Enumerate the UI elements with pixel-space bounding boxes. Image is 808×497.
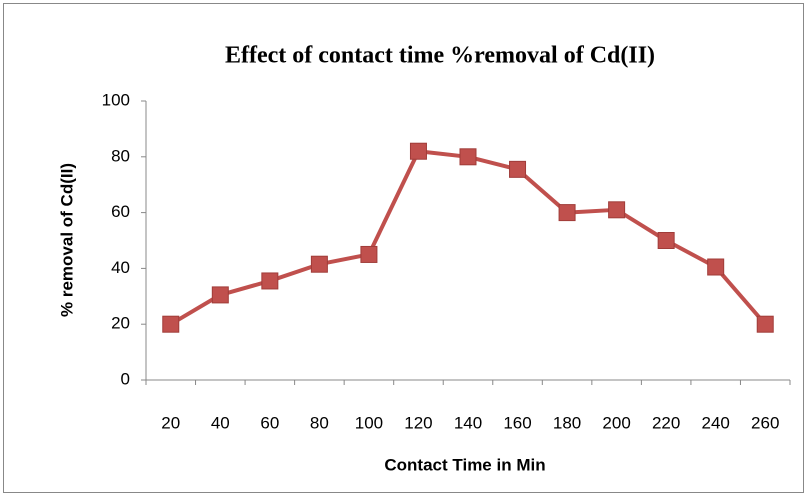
x-tick-label: 20 [161, 413, 180, 432]
marker [162, 315, 180, 333]
marker [509, 160, 527, 178]
x-tick-label: 60 [260, 413, 279, 432]
y-tick-label: 40 [111, 258, 130, 277]
x-tick-label: 120 [404, 413, 432, 432]
x-tick-label: 200 [602, 413, 630, 432]
marker [261, 272, 279, 290]
marker [310, 255, 328, 273]
x-axis-title: Contact Time in Min [384, 455, 545, 474]
x-tick-label: 220 [652, 413, 680, 432]
x-tick-label: 260 [751, 413, 779, 432]
y-tick-label: 80 [111, 146, 130, 165]
marker [756, 315, 774, 333]
x-tick-label: 160 [503, 413, 531, 432]
x-tick-label: 240 [702, 413, 730, 432]
y-tick-label: 20 [111, 314, 130, 333]
x-tick-label: 180 [553, 413, 581, 432]
y-tick-label: 100 [102, 90, 130, 109]
marker [608, 201, 626, 219]
marker [558, 204, 576, 222]
y-tick-label: 60 [111, 202, 130, 221]
y-axis-title: % removal of Cd(II) [57, 163, 76, 317]
marker [211, 286, 229, 304]
x-tick-label: 100 [355, 413, 383, 432]
marker [360, 245, 378, 263]
x-tick-label: 40 [211, 413, 230, 432]
marker [409, 142, 427, 160]
x-tick-label: 80 [310, 413, 329, 432]
marker [459, 148, 477, 166]
marker [657, 232, 675, 249]
y-tick-label: 0 [121, 369, 130, 388]
x-tick-label: 140 [454, 413, 482, 432]
chart-title: Effect of contact time %removal of Cd(II… [225, 43, 655, 69]
marker [707, 258, 725, 276]
